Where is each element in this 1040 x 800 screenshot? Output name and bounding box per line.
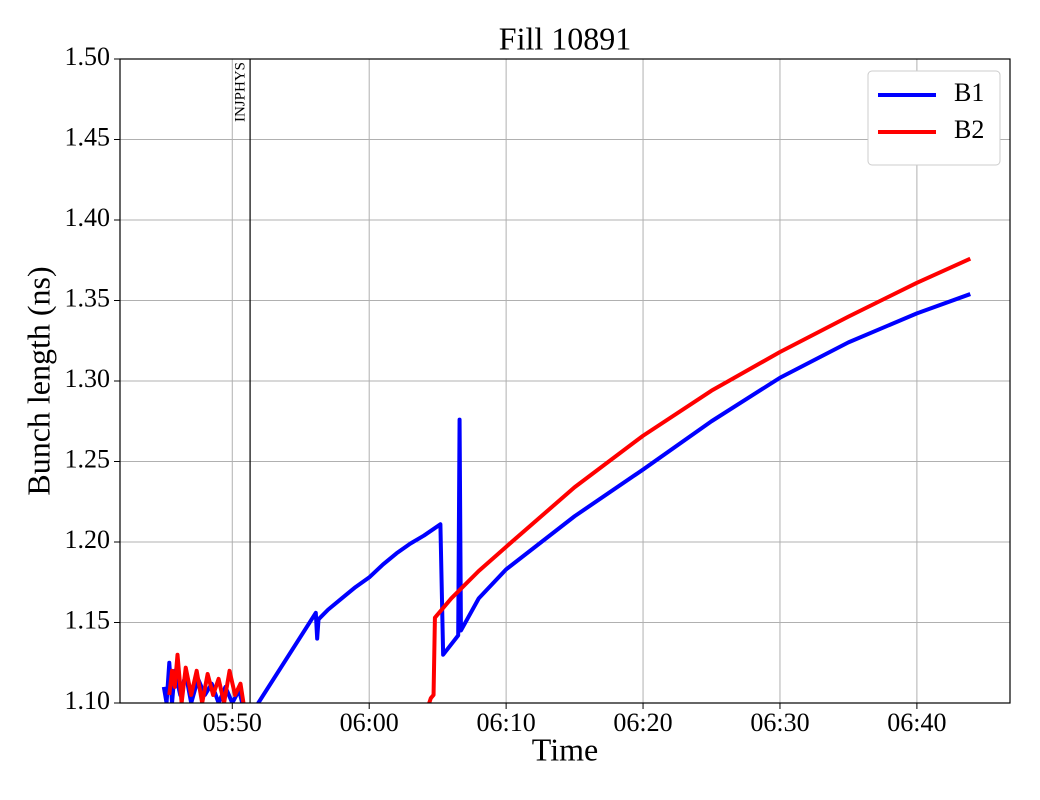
y-tick-label: 1.45 xyxy=(65,122,111,151)
y-tick-label: 1.35 xyxy=(65,283,111,312)
data-line xyxy=(167,256,972,703)
y-tick-label: 1.15 xyxy=(65,605,111,634)
y-tick-label: 1.25 xyxy=(65,444,111,473)
data-line xyxy=(161,292,971,703)
x-tick-label: 06:10 xyxy=(477,708,536,737)
y-tick-label: 1.10 xyxy=(65,686,111,715)
x-tick-label: 06:30 xyxy=(750,708,809,737)
event-label: INJPHYS xyxy=(233,62,249,122)
y-axis-label: Bunch length (ns) xyxy=(20,266,56,495)
x-tick-label: 06:20 xyxy=(613,708,672,737)
legend-label: B1 xyxy=(954,78,984,107)
y-tick-label: 1.20 xyxy=(65,525,111,554)
x-tick-label: 05:50 xyxy=(203,708,262,737)
x-tick-label: 06:40 xyxy=(887,708,946,737)
legend-label: B2 xyxy=(954,115,984,144)
plot-frame xyxy=(119,58,1011,704)
y-tick-label: 1.40 xyxy=(65,203,111,232)
plot-area xyxy=(161,256,972,703)
y-tick-label: 1.50 xyxy=(65,42,111,71)
x-tick-label: 06:00 xyxy=(340,708,399,737)
chart-title: Fill 10891 xyxy=(499,20,631,56)
y-tick-label: 1.30 xyxy=(65,364,111,393)
x-axis-label: Time xyxy=(532,731,598,767)
